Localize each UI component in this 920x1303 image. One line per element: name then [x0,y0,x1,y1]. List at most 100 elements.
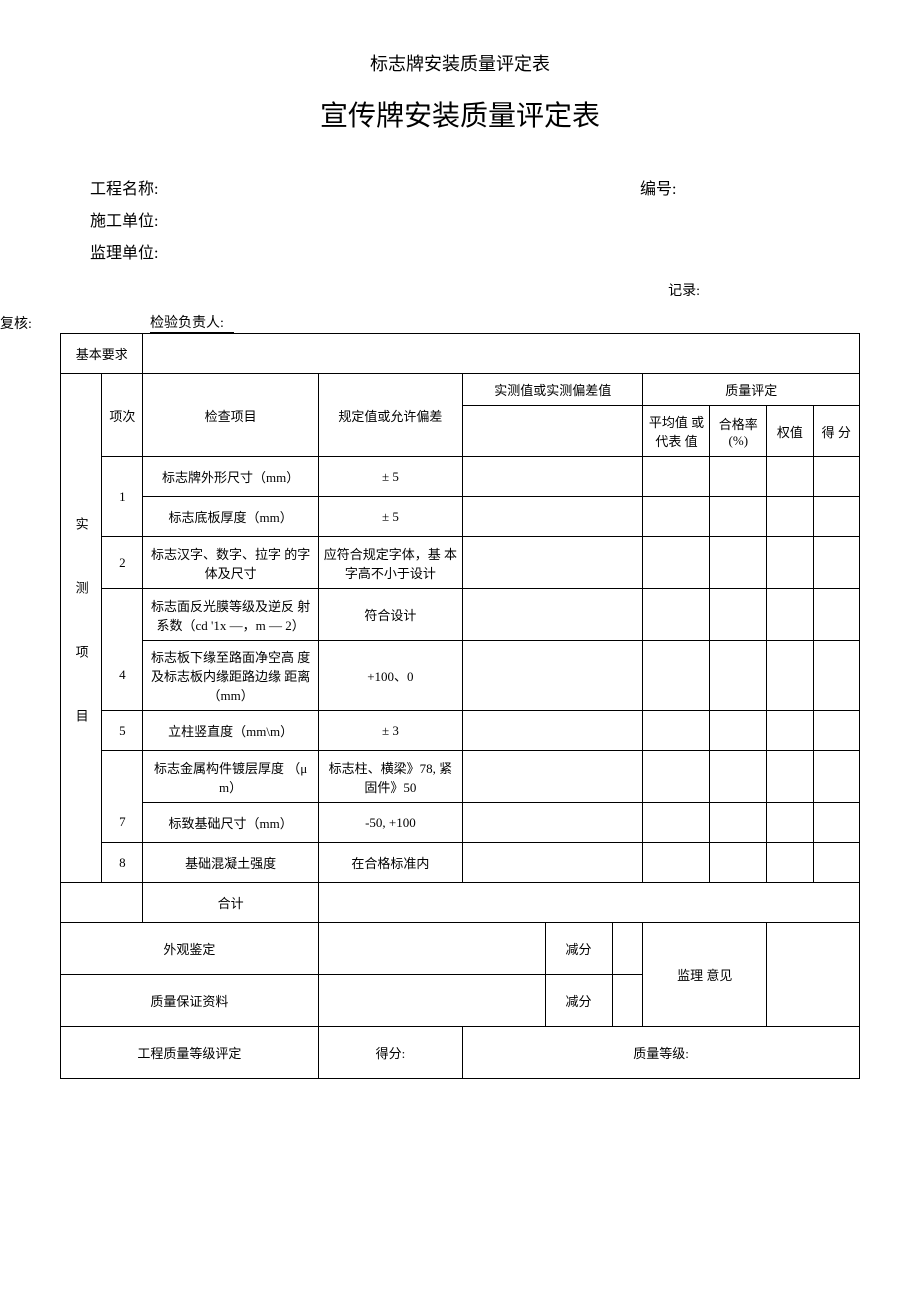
row-measured [463,711,643,751]
page-root: 标志牌安装质量评定表 宣传牌安装质量评定表 工程名称: 编号: 施工单位: 监理… [0,0,920,1119]
row-measured [463,589,643,641]
row-index: 1 [102,457,143,537]
table-row: 1 标志牌外形尺寸（mm） ± 5 [61,457,860,497]
qa-value [318,975,545,1027]
row-spec: +100、0 [318,641,462,711]
row-measured [463,751,643,803]
row-avg [643,843,710,883]
row-weight [767,457,813,497]
row-pass [710,751,767,803]
qa-label: 质量保证资料 [61,975,319,1027]
table-row: 标志面反光膜等级及逆反 射系数（cd '1x —，m — 2） 符合设计 [61,589,860,641]
supervisor-opinion-label: 监理 意见 [643,923,767,1027]
row-weight [767,803,813,843]
row-index: 2 [102,537,143,589]
row-item: 标致基础尺寸（mm） [143,803,318,843]
basic-requirements-cell [143,334,860,374]
table-row: 2 标志汉字、数字、拉字 的字体及尺寸 应符合规定字体，基 本字高不小于设计 [61,537,860,589]
row-weight [767,843,813,883]
row-pass [710,589,767,641]
row-measured [463,641,643,711]
row-spec: -50, +100 [318,803,462,843]
row-avg [643,641,710,711]
measured-subhead [463,406,643,457]
col-passrate: 合格率 (%) [710,406,767,457]
row-weight [767,589,813,641]
row-item: 标志板下缘至路面净空高 度及标志板内缘距路边缘 距离（mm） [143,641,318,711]
row-pass [710,843,767,883]
row-index: 7 [102,803,143,843]
row-index: 5 [102,711,143,751]
table-row: 标志金属构件镀层厚度 （μ m） 标志柱、横梁》78, 紧固件》50 [61,751,860,803]
total-label: 合计 [143,883,318,923]
row-weight [767,711,813,751]
row-weight [767,497,813,537]
deduct-label: 减分 [545,923,612,975]
grade-label: 工程质量等级评定 [61,1027,319,1079]
row-pass [710,641,767,711]
row-item: 基础混凝土强度 [143,843,318,883]
table-row: 8 基础混凝土强度 在合格标准内 [61,843,860,883]
row-score [813,711,859,751]
table-row: 标志底板厚度（mm） ± 5 [61,497,860,537]
row-index: 8 [102,843,143,883]
row-item: 立柱竖直度（mm\m） [143,711,318,751]
col-quality: 质量评定 [643,374,860,406]
row-weight [767,641,813,711]
reviewer-label: 复核: [0,313,32,333]
row-spec: ± 5 [318,457,462,497]
signature-row: 复核: 检验负责人: [60,312,860,333]
row-weight [767,751,813,803]
row-spec: ± 3 [318,711,462,751]
row-index [102,751,143,803]
row-score [813,589,859,641]
row-measured [463,457,643,497]
meta-block: 工程名称: 编号: 施工单位: 监理单位: [90,174,860,270]
row-pass [710,711,767,751]
row-avg [643,589,710,641]
row-measured [463,843,643,883]
col-measured: 实测值或实测偏差值 [463,374,643,406]
col-item: 检查项目 [143,374,318,457]
col-index: 项次 [102,374,143,457]
row-measured [463,537,643,589]
col-score: 得 分 [813,406,859,457]
row-avg [643,457,710,497]
project-name-label: 工程名称: [90,174,640,206]
supervisor-opinion-value [767,923,860,1027]
deduct-label-2: 减分 [545,975,612,1027]
row-avg [643,751,710,803]
evaluation-table: 基本要求 实 测 项 目 项次 检查项目 规定值或允许偏差 实测值或实测偏差值 … [60,333,860,1079]
row-pass [710,537,767,589]
row-spec: 应符合规定字体，基 本字高不小于设计 [318,537,462,589]
row-score [813,537,859,589]
table-row: 7 标致基础尺寸（mm） -50, +100 [61,803,860,843]
document-header: 标志牌安装质量评定表 [60,50,860,76]
row-index [102,589,143,641]
contractor-label: 施工单位: [90,206,860,238]
deduct-value [612,923,643,975]
basic-requirements-label: 基本要求 [61,334,143,374]
row-spec: 标志柱、横梁》78, 紧固件》50 [318,751,462,803]
row-spec: 符合设计 [318,589,462,641]
grade-result-label: 质量等级: [463,1027,860,1079]
row-score [813,497,859,537]
score-label: 得分: [318,1027,462,1079]
deduct-value-2 [612,975,643,1027]
row-item: 标志面反光膜等级及逆反 射系数（cd '1x —，m — 2） [143,589,318,641]
row-index: 4 [102,641,143,711]
table-row: 5 立柱竖直度（mm\m） ± 3 [61,711,860,751]
row-item: 标志汉字、数字、拉字 的字体及尺寸 [143,537,318,589]
row-spec: ± 5 [318,497,462,537]
row-measured [463,803,643,843]
section-label: 实 测 项 目 [61,374,102,883]
row-score [813,843,859,883]
serial-number-label: 编号: [640,174,860,206]
record-label: 记录: [60,280,700,300]
row-avg [643,711,710,751]
appearance-label: 外观鉴定 [61,923,319,975]
row-item: 标志牌外形尺寸（mm） [143,457,318,497]
row-pass [710,497,767,537]
row-spec: 在合格标准内 [318,843,462,883]
row-measured [463,497,643,537]
